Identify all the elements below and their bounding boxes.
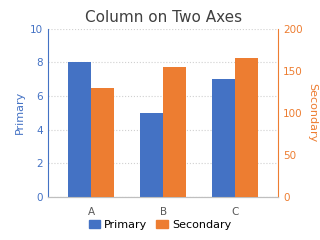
Bar — [68, 62, 91, 197]
Bar — [163, 66, 186, 197]
Bar — [235, 58, 258, 197]
Y-axis label: Secondary: Secondary — [307, 83, 317, 142]
Bar — [140, 113, 163, 197]
Title: Column on Two Axes: Column on Two Axes — [84, 10, 242, 25]
Legend: Primary, Secondary: Primary, Secondary — [84, 216, 236, 234]
Bar — [212, 79, 235, 197]
Bar — [91, 88, 114, 197]
Y-axis label: Primary: Primary — [14, 91, 24, 134]
